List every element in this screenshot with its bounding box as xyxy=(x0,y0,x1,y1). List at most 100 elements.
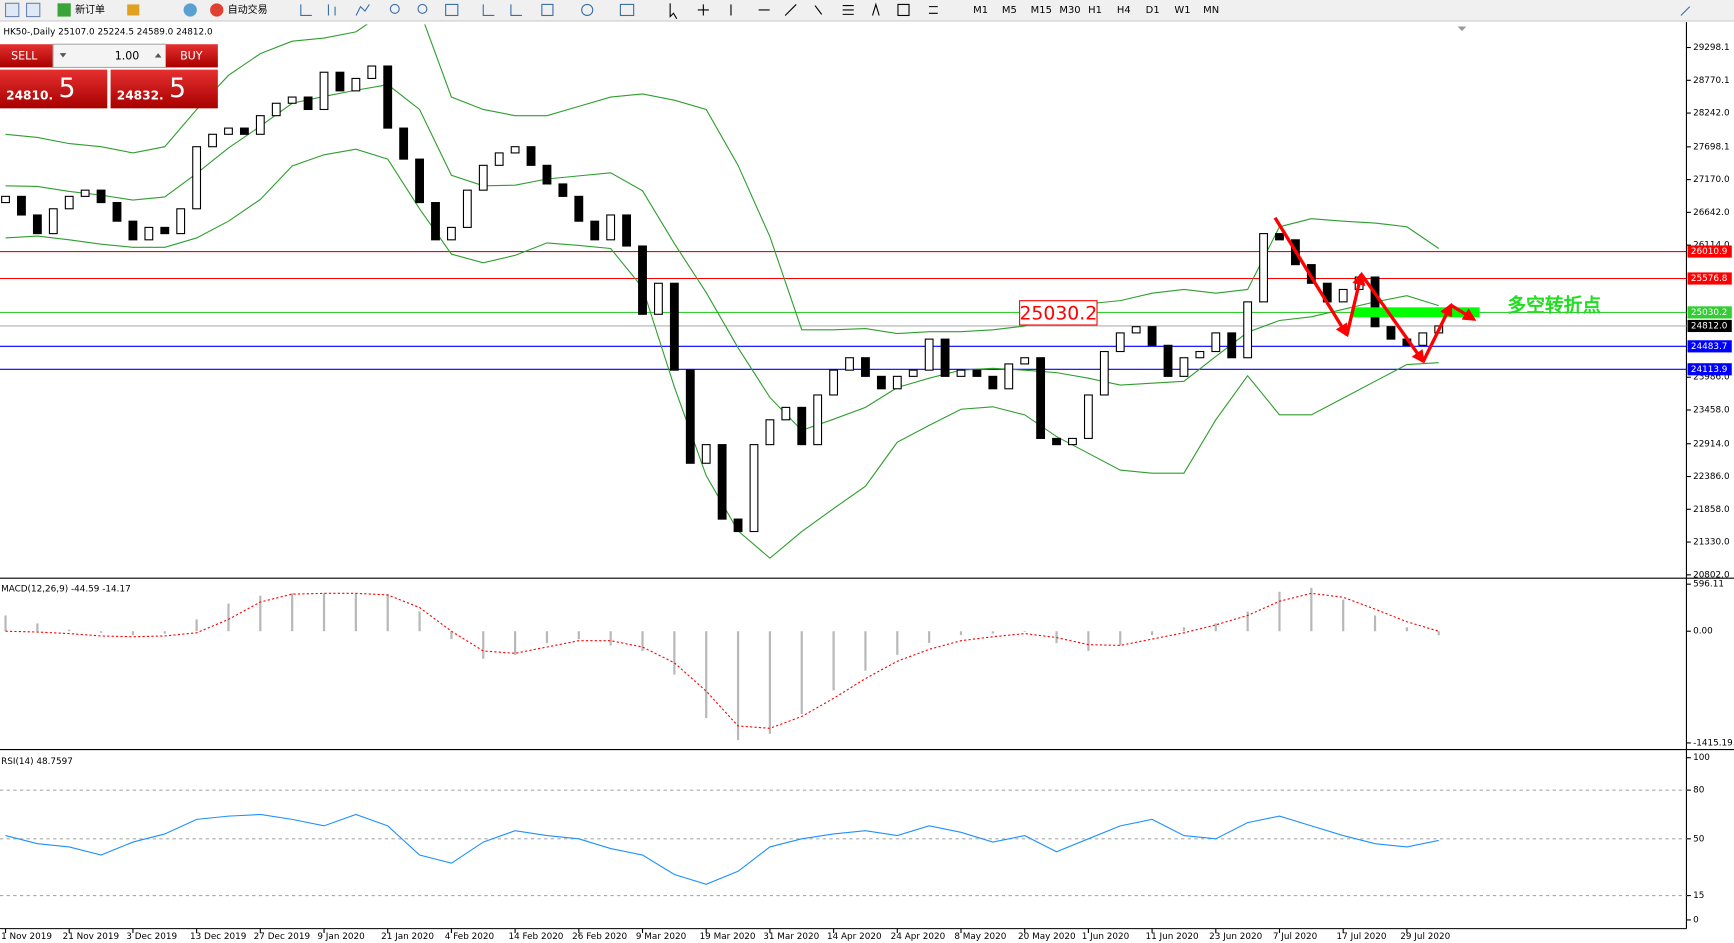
level-tag xyxy=(1687,319,1732,333)
icon[interactable] xyxy=(183,3,197,17)
lots-input[interactable] xyxy=(52,43,167,68)
shift-marker xyxy=(1457,26,1467,31)
candle xyxy=(96,189,106,204)
level-tag-label: 24483.7 xyxy=(1691,342,1728,352)
macd-bar xyxy=(736,631,740,741)
cursor-icon[interactable] xyxy=(669,3,678,20)
auto-trading-button[interactable]: 自动交易 xyxy=(228,3,268,16)
macd-bar xyxy=(450,631,453,640)
candle xyxy=(351,77,361,92)
icon[interactable] xyxy=(25,2,41,18)
y-tick-label: 23986.0 xyxy=(1693,373,1730,383)
icon[interactable] xyxy=(355,4,370,16)
icon[interactable] xyxy=(127,4,140,16)
x-tick-label: 14 Feb 2020 xyxy=(508,932,563,942)
candle xyxy=(1004,363,1014,390)
sell-button[interactable] xyxy=(0,44,54,68)
buy-label[interactable]: BUY xyxy=(180,49,203,62)
timeframe-button[interactable]: W1 xyxy=(1174,5,1190,16)
candle xyxy=(781,406,791,421)
icon[interactable] xyxy=(327,4,336,16)
candle xyxy=(638,245,647,315)
timeframe-button[interactable]: H4 xyxy=(1117,5,1131,16)
icon[interactable] xyxy=(814,5,823,15)
candle xyxy=(1386,326,1396,340)
timeframe-button[interactable]: M15 xyxy=(1031,5,1052,16)
arrow xyxy=(1450,303,1477,321)
candle xyxy=(956,369,966,377)
candle xyxy=(510,146,520,154)
toolbar xyxy=(0,0,1734,22)
auto-trading-icon[interactable] xyxy=(210,3,224,17)
icon[interactable] xyxy=(4,2,20,18)
icon[interactable] xyxy=(510,4,522,17)
icon[interactable] xyxy=(445,3,459,17)
x-tick-label: 21 Jan 2020 xyxy=(381,932,434,942)
timeframe-button[interactable]: M30 xyxy=(1059,5,1080,16)
macd-bar xyxy=(609,631,612,646)
x-tick-label: 19 Mar 2020 xyxy=(700,932,756,942)
candle xyxy=(717,444,727,520)
arrow xyxy=(1359,273,1425,364)
crosshair-icon[interactable] xyxy=(697,4,709,16)
level-tag-label: 26010.9 xyxy=(1691,247,1728,257)
bid-price-big: 5 xyxy=(59,73,76,104)
x-tick-label: 4 Feb 2020 xyxy=(445,932,495,942)
bid-box[interactable] xyxy=(0,69,108,109)
macd-bar xyxy=(1023,631,1026,633)
icon[interactable] xyxy=(842,4,854,15)
icon[interactable] xyxy=(482,4,495,17)
icon[interactable] xyxy=(897,3,910,17)
macd-bar xyxy=(1119,631,1122,646)
icon[interactable] xyxy=(300,4,312,17)
icon[interactable] xyxy=(928,6,938,14)
lots-value[interactable]: 1.00 xyxy=(115,49,140,62)
candle xyxy=(1275,233,1284,241)
candle xyxy=(526,146,536,166)
timeframe-button[interactable]: MN xyxy=(1203,5,1219,16)
icon[interactable] xyxy=(619,3,635,17)
icon[interactable] xyxy=(581,3,594,17)
candle xyxy=(335,71,345,92)
timeframe-button[interactable]: M1 xyxy=(973,5,988,16)
sell-label[interactable]: SELL xyxy=(11,49,38,62)
macd-bar xyxy=(131,631,135,636)
candle xyxy=(287,96,297,104)
chart-background xyxy=(0,22,1734,943)
macd-bar xyxy=(322,593,326,632)
icon[interactable] xyxy=(871,2,880,16)
candle xyxy=(765,419,775,446)
candle xyxy=(1179,357,1189,377)
icon[interactable] xyxy=(1680,6,1691,16)
icon[interactable] xyxy=(784,4,797,16)
icon[interactable] xyxy=(417,3,428,14)
buy-button[interactable] xyxy=(165,44,218,68)
candle xyxy=(399,127,409,160)
macd-bar xyxy=(959,631,963,636)
icon[interactable] xyxy=(389,3,400,14)
candle xyxy=(255,115,265,135)
y-tick-label: 28770.1 xyxy=(1693,76,1730,86)
candle xyxy=(733,518,743,533)
macd-bar xyxy=(291,593,294,632)
timeframe-button[interactable]: D1 xyxy=(1146,5,1160,16)
candle xyxy=(558,183,568,197)
bid-price: 24810. xyxy=(6,89,53,103)
level-tag xyxy=(1687,363,1732,376)
candle xyxy=(478,164,488,191)
annotation: 多空转折点 xyxy=(1507,294,1601,317)
level-tag xyxy=(1687,306,1732,319)
timeframe-button[interactable]: M5 xyxy=(1002,5,1017,16)
x-tick-label: 17 Jul 2020 xyxy=(1337,932,1387,942)
ask-box[interactable] xyxy=(110,69,218,109)
rsi-tick-label: 100 xyxy=(1693,753,1710,763)
bollinger-upper xyxy=(5,24,1440,335)
candle xyxy=(892,375,902,390)
x-tick-label: 31 Mar 2020 xyxy=(763,932,819,942)
icon[interactable] xyxy=(541,3,554,17)
new-order-button[interactable]: 新订单 xyxy=(75,3,105,16)
timeframe-button[interactable]: H1 xyxy=(1088,5,1102,16)
candle xyxy=(462,189,472,228)
new-order-icon[interactable] xyxy=(57,3,71,17)
